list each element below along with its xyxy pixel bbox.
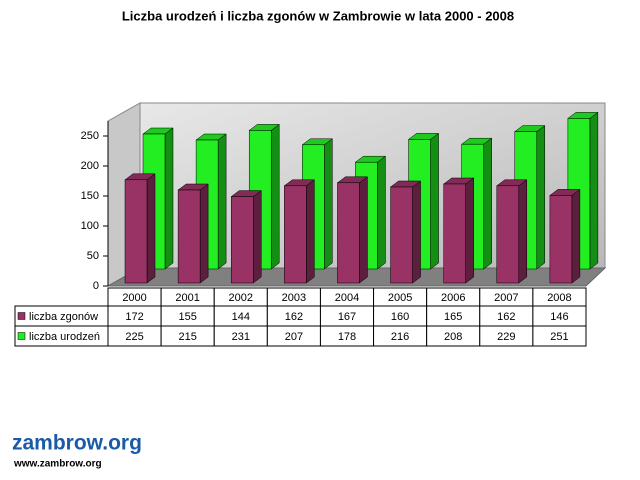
bar-side	[306, 179, 315, 284]
y-tick-label: 0	[93, 280, 99, 292]
bar	[496, 185, 520, 284]
category-label: 2004	[335, 292, 359, 304]
bar	[549, 195, 573, 284]
y-tick-label: 200	[81, 160, 99, 172]
bar-side	[217, 133, 227, 270]
category-label: 2000	[122, 292, 146, 304]
legend-swatch	[17, 332, 26, 340]
table-value: 144	[232, 311, 250, 323]
logo-url: www.zambrow.org	[13, 459, 102, 470]
bar	[124, 179, 148, 284]
category-label: 2003	[282, 292, 306, 304]
table-value: 162	[285, 311, 303, 323]
table-value: 225	[125, 331, 143, 343]
table-value: 167	[338, 311, 356, 323]
table-value: 231	[232, 331, 250, 343]
bar-side	[359, 176, 368, 284]
bar	[337, 182, 360, 284]
bar	[284, 185, 307, 284]
bar-side	[518, 179, 528, 284]
bar-side	[465, 177, 474, 284]
bar	[177, 189, 201, 284]
y-tick-label: 150	[81, 190, 99, 202]
table-cell	[532, 325, 587, 347]
bar-side	[252, 190, 262, 284]
bar-side	[199, 183, 209, 284]
legend-label: liczba zgonów	[29, 311, 98, 323]
bar-side	[483, 137, 492, 270]
bar-side	[270, 123, 280, 270]
bar-side	[589, 111, 599, 270]
table-value: 208	[444, 331, 462, 343]
table-value: 160	[391, 311, 409, 323]
bar-side	[324, 138, 333, 270]
table-value: 172	[125, 311, 143, 323]
table-value: 162	[497, 311, 515, 323]
category-label: 2001	[175, 292, 199, 304]
category-label: 2007	[494, 292, 518, 304]
table-value: 155	[178, 311, 196, 323]
table-value: 251	[550, 331, 568, 343]
bar-side	[430, 132, 439, 270]
bar-side	[412, 180, 421, 284]
y-tick-label: 100	[81, 220, 99, 232]
legend-label: liczba urodzeń	[29, 331, 100, 343]
legend-cell	[14, 325, 109, 347]
chart-title: Liczba urodzeń i liczba zgonów w Zambrow…	[122, 8, 514, 23]
bar-side	[536, 125, 546, 270]
bar-side	[571, 188, 581, 284]
y-tick-label: 250	[81, 130, 99, 142]
table-value: 216	[391, 331, 409, 343]
bar-side	[146, 173, 156, 284]
logo: zambrow.org	[12, 432, 142, 455]
bar-side	[377, 155, 386, 270]
table-value: 165	[444, 311, 462, 323]
bar	[390, 186, 413, 284]
category-label: 2002	[229, 292, 253, 304]
category-label: 2005	[388, 292, 412, 304]
category-label: 2006	[441, 292, 465, 304]
table-value: 207	[285, 331, 303, 343]
table-value: 215	[178, 331, 196, 343]
table-value: 146	[550, 311, 568, 323]
bar	[230, 196, 254, 284]
legend-swatch	[17, 312, 26, 320]
y-tick-label: 50	[87, 250, 99, 262]
table-value: 178	[338, 331, 356, 343]
category-label: 2008	[547, 292, 571, 304]
bar	[443, 183, 466, 284]
table-value: 229	[497, 331, 515, 343]
bar-side	[164, 127, 174, 270]
